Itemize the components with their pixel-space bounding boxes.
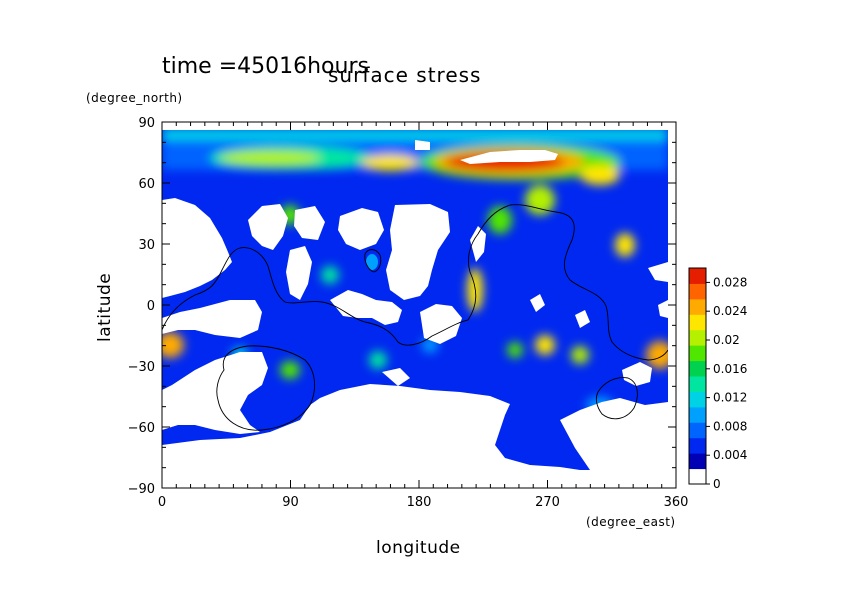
time-label: time =45016hours [162,54,369,79]
y-tick-label: 30 [138,238,155,253]
patch-12 [280,361,300,379]
white-region-antarctica-east [560,398,668,470]
white-region-6 [286,246,312,300]
polar-band [162,130,668,140]
colorbar-tick-label: 0.016 [713,362,747,376]
x-tick-label: 180 [407,495,432,510]
white-region-2 [162,300,262,338]
colorbar-segment [689,437,706,454]
jet-mid [362,155,418,171]
y-tick-label: 90 [138,116,155,131]
colorbar-tick-label: 0.012 [713,391,747,405]
colorbar-tick-label: 0.008 [713,419,747,433]
white-region-10 [420,304,462,344]
white-region-3 [162,352,268,434]
colorbar-tick-label: 0 [713,477,721,491]
jet-west-core [220,151,320,165]
isolated-contour [366,254,378,270]
white-region-4 [248,204,288,250]
white-region-7 [338,208,384,250]
white-region-9 [330,290,402,325]
colorbar-segment [689,360,706,377]
x-unit-label: (degree_east) [586,515,676,529]
colorbar-segment [689,406,706,423]
colorbar-segment [689,329,706,346]
colorbar-segment [689,314,706,331]
colorbar-segment [689,298,706,315]
field-contours [162,130,668,413]
x-tick-label: 0 [158,495,166,510]
x-axis-ticks: 0 90 180 270 360 [158,122,689,510]
y-unit-label: (degree_north) [86,91,183,105]
white-region-14 [530,294,545,312]
colorbar: 0.028 0.024 0.02 0.016 0.012 0.008 0.004 0 [688,267,747,491]
white-region-11 [470,226,486,262]
coastline-island [364,249,382,273]
coastlines [162,204,668,431]
stress-field [162,130,668,470]
jet-far-east [580,165,620,185]
colorbar-tick-label: 0.028 [713,275,747,289]
colorbar-tick-label: 0.024 [713,304,747,318]
patch-9 [571,346,589,364]
y-tick-label: −30 [128,360,155,375]
white-region-17 [382,368,410,386]
white-region-15 [575,310,590,328]
coastline-south-east [595,377,638,420]
white-region-5 [294,206,325,240]
y-tick-label: −60 [128,421,155,436]
white-region-1 [162,198,232,298]
patch-7 [535,335,555,355]
white-region-12 [648,262,668,282]
colorbar-segment [689,468,706,485]
low-stress-regions [162,140,668,470]
colorbar-segment [689,345,706,362]
white-region-8 [386,204,450,300]
y-tick-label: 60 [138,177,155,192]
coastline-australia [216,345,316,431]
colorbar-border [688,267,707,485]
patch-13 [369,351,387,369]
colorbar-segment [689,283,706,300]
white-region-16 [622,362,652,386]
patch-5 [525,185,555,215]
patch-4 [488,206,512,234]
patch-10 [162,332,184,358]
x-tick-label: 90 [282,495,299,510]
colorbar-segment [689,376,706,392]
y-axis-label: latitude [95,273,115,342]
white-region-18 [415,140,430,150]
colorbar-tick-label: 0.004 [713,448,747,462]
y-axis-ticks: 90 60 30 0 −30 −60 −90 [128,116,676,497]
chart-title: surface stress [328,63,481,87]
peak-core-white [460,150,558,164]
colorbar-segment [689,391,706,408]
colorbar-segment [689,422,706,439]
white-region-13 [658,300,668,318]
y-tick-label: 0 [147,299,155,314]
x-axis-label: longitude [376,538,461,558]
colorbar-tick-label: 0.02 [713,333,740,347]
coastline-main [162,204,668,361]
y-tick-label: −90 [128,482,155,497]
x-tick-label: 360 [664,495,689,510]
x-tick-label: 270 [535,495,560,510]
patch-2 [321,266,339,284]
patch-6 [615,233,635,257]
colorbar-segment [689,268,706,284]
patch-11 [646,341,668,369]
patch-8 [507,342,523,358]
white-region-antarctica-west [162,384,580,470]
colorbar-segment [689,453,706,470]
